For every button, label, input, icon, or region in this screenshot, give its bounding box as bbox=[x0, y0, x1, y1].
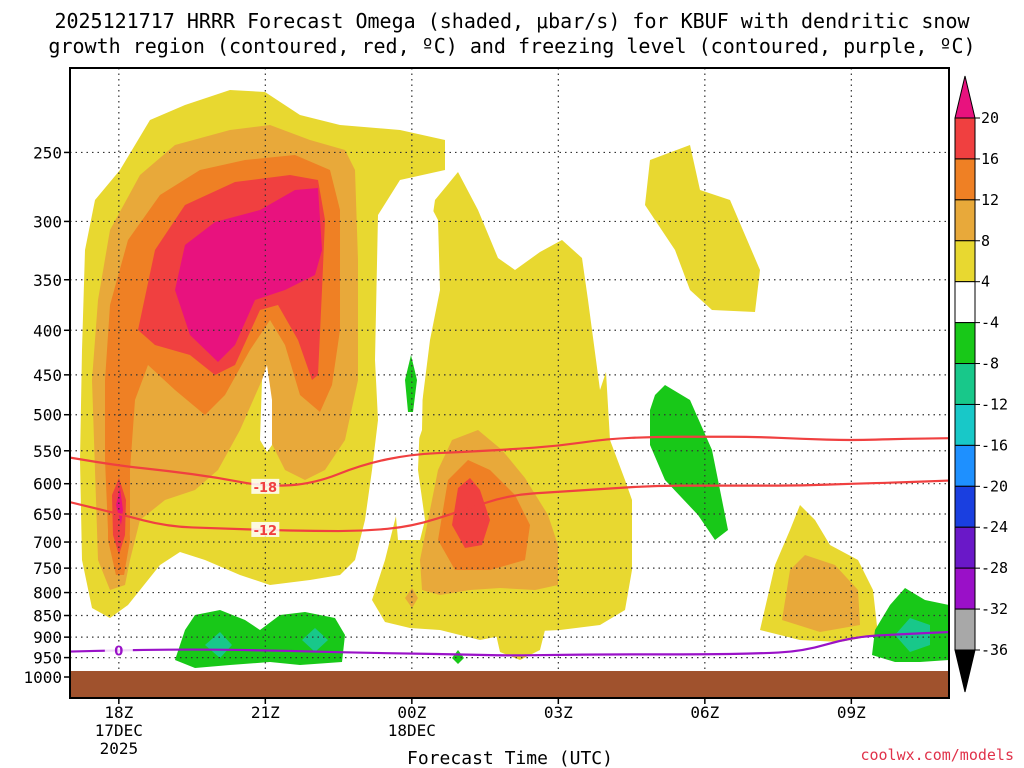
contour-label-dendritic-growth-top: -18 bbox=[254, 481, 278, 496]
y-tick-label-350: 350 bbox=[33, 271, 62, 290]
colorbar-band-2 bbox=[954, 199, 976, 242]
colorbar-band-12 bbox=[954, 608, 976, 651]
x-tick-label-00Z: 00Z bbox=[397, 703, 426, 722]
omega-region-descent-small bbox=[405, 355, 417, 412]
colorbar-band-7 bbox=[954, 403, 976, 446]
colorbar-label-6: -8 bbox=[981, 355, 999, 373]
colorbar-band-5 bbox=[954, 322, 976, 365]
y-tick-label-800: 800 bbox=[33, 584, 62, 603]
y-tick-label-700: 700 bbox=[33, 533, 62, 552]
x-tick-sublabel2-18Z: 2025 bbox=[100, 739, 139, 758]
y-tick-label-450: 450 bbox=[33, 366, 62, 385]
colorbar-label-11: -28 bbox=[981, 559, 1008, 577]
colorbar-label-5: -4 bbox=[981, 314, 999, 332]
omega-region-mid-16 bbox=[452, 478, 490, 548]
contour-label-freezing-level: 0 bbox=[114, 644, 123, 659]
omega-region-low-east-8 bbox=[782, 555, 860, 632]
y-tick-label-600: 600 bbox=[33, 475, 62, 494]
chart-title-line1: 2025121717 HRRR Forecast Omega (shaded, … bbox=[54, 9, 970, 33]
colorbar-band-1 bbox=[954, 158, 976, 201]
x-tick-label-03Z: 03Z bbox=[544, 703, 573, 722]
y-tick-label-1000: 1000 bbox=[23, 668, 62, 687]
y-tick-label-650: 650 bbox=[33, 505, 62, 524]
omega-shading bbox=[80, 90, 949, 668]
plot-frame bbox=[69, 67, 950, 699]
colorbar-label-8: -16 bbox=[981, 436, 1008, 454]
colorbar-bottom-arrow bbox=[954, 649, 976, 693]
y-tick-label-850: 850 bbox=[33, 607, 62, 626]
colorbar-band-0 bbox=[954, 117, 976, 160]
colorbar-band-4 bbox=[954, 281, 976, 324]
chart-title-line2: growth region (contoured, red, ºC) and f… bbox=[48, 34, 975, 58]
colorbar-band-11 bbox=[954, 567, 976, 610]
omega-gap-main-hole bbox=[260, 365, 272, 452]
colorbar-top-arrow bbox=[954, 75, 976, 119]
colorbar-label-4: 4 bbox=[981, 273, 990, 291]
omega-region-descent-c-inner bbox=[895, 618, 930, 652]
x-axis-title: Forecast Time (UTC) bbox=[407, 748, 613, 768]
y-tick-label-500: 500 bbox=[33, 406, 62, 425]
omega-region-upper-east-4 bbox=[645, 145, 760, 312]
x-tick-sublabel-00Z: 18DEC bbox=[388, 721, 436, 740]
colorbar-band-9 bbox=[954, 485, 976, 528]
colorbar-band-10 bbox=[954, 526, 976, 569]
x-tick-label-09Z: 09Z bbox=[837, 703, 866, 722]
colorbar-label-12: -32 bbox=[981, 600, 1008, 618]
omega-region-descent-b bbox=[650, 385, 728, 540]
y-tick-label-900: 900 bbox=[33, 628, 62, 647]
watermark-text: coolwx.com/models bbox=[860, 746, 1014, 764]
colorbar-label-13: -36 bbox=[981, 641, 1008, 659]
colorbar-label-1: 16 bbox=[981, 150, 999, 168]
y-axis: 250 300 350 400 450 500 550 600 650 700 750 800 850 9… bbox=[23, 143, 70, 687]
colorbar-label-10: -24 bbox=[981, 518, 1008, 536]
y-tick-label-300: 300 bbox=[33, 212, 62, 231]
colorbar-label-2: 12 bbox=[981, 191, 999, 209]
colorbar-label-0: 20 bbox=[981, 109, 999, 127]
contour-dendritic-growth-bottom bbox=[70, 479, 949, 533]
omega-region-descent-a-inner-1 bbox=[205, 632, 232, 658]
omega-gap-channel bbox=[392, 195, 440, 540]
colorbar: 20 16 12 8 4 -4 -8 -12 -16 -20 -24 -28 -32 -36 bbox=[954, 75, 1008, 693]
contour-freezing-level bbox=[70, 630, 949, 657]
contour-label-bg-dendritic-growth-bottom bbox=[251, 521, 280, 537]
contour-label-bg-freezing-level bbox=[104, 642, 133, 658]
ground-surface bbox=[70, 671, 949, 698]
x-tick-label-06Z: 06Z bbox=[690, 703, 719, 722]
colorbar-band-6 bbox=[954, 363, 976, 405]
omega-region-main-20 bbox=[175, 188, 322, 362]
colorbar-label-3: 8 bbox=[981, 232, 990, 250]
y-tick-label-950: 950 bbox=[33, 649, 62, 668]
x-tick-label-21Z: 21Z bbox=[251, 703, 280, 722]
colorbar-band-8 bbox=[954, 444, 976, 487]
colorbar-label-7: -12 bbox=[981, 395, 1008, 413]
contour-label-dendritic-growth-bottom: -12 bbox=[254, 524, 278, 539]
contour-label-bg-dendritic-growth-top bbox=[251, 478, 280, 494]
contour-dendritic-growth-top bbox=[70, 435, 949, 487]
y-tick-label-550: 550 bbox=[33, 442, 62, 461]
omega-region-descent-dot bbox=[452, 650, 464, 664]
x-tick-label-18Z: 18Z bbox=[104, 703, 133, 722]
y-tick-label-750: 750 bbox=[33, 559, 62, 578]
y-tick-label-400: 400 bbox=[33, 321, 62, 340]
omega-region-descent-a-inner-2 bbox=[302, 628, 328, 652]
omega-region-blip-8 bbox=[405, 588, 418, 608]
x-tick-sublabel-18Z: 17DEC bbox=[95, 721, 143, 740]
contour-lines: -18 -12 0 bbox=[70, 435, 949, 659]
colorbar-label-9: -20 bbox=[981, 477, 1008, 495]
y-tick-label-250: 250 bbox=[33, 143, 62, 162]
colorbar-band-3 bbox=[954, 240, 976, 283]
